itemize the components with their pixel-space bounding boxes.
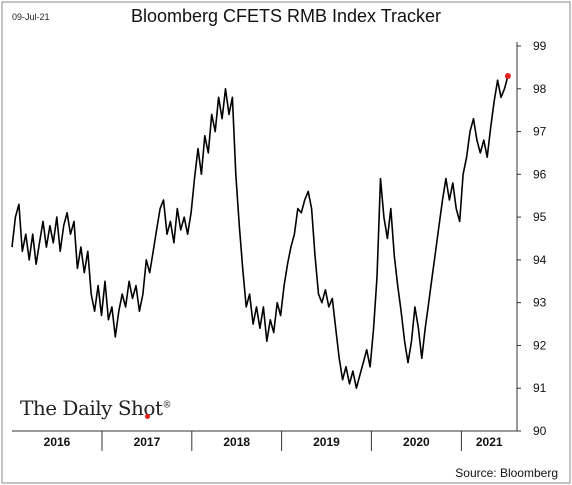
- x-tick-label: 2020: [403, 435, 430, 449]
- x-tick-label: 2016: [44, 435, 71, 449]
- series-line: [11, 75, 509, 390]
- chart-title: Bloomberg CFETS RMB Index Tracker: [130, 6, 442, 26]
- x-tick-label: 2017: [134, 435, 161, 449]
- brand-logo: The Daily Shot®: [20, 396, 171, 420]
- y-tick-label: 95: [533, 210, 547, 224]
- y-tick-label: 97: [533, 125, 547, 139]
- brand-dot: [145, 414, 150, 419]
- y-tick-label: 93: [533, 296, 547, 310]
- x-tick-label: 2021: [476, 435, 503, 449]
- x-tick-label: 2018: [223, 435, 250, 449]
- y-tick-label: 96: [533, 167, 547, 181]
- y-tick-label: 91: [533, 381, 547, 395]
- y-tick-label: 94: [533, 253, 547, 267]
- last-point-marker: [504, 72, 511, 79]
- y-tick-label: 90: [533, 424, 547, 438]
- y-tick-label: 99: [533, 39, 547, 53]
- brand-name: The Daily Shot: [20, 396, 163, 420]
- y-tick-label: 98: [533, 82, 547, 96]
- brand-mark: ®: [162, 400, 171, 411]
- y-tick-label: 92: [533, 338, 547, 352]
- x-tick-label: 2019: [313, 435, 340, 449]
- source-label: Source: Bloomberg: [455, 466, 558, 480]
- plot-area: 90 91 92 93 94 95 96 97 98 99 2016 2017 2018 2019 2020…: [11, 39, 547, 451]
- date-label: 09-Jul-21: [12, 12, 50, 22]
